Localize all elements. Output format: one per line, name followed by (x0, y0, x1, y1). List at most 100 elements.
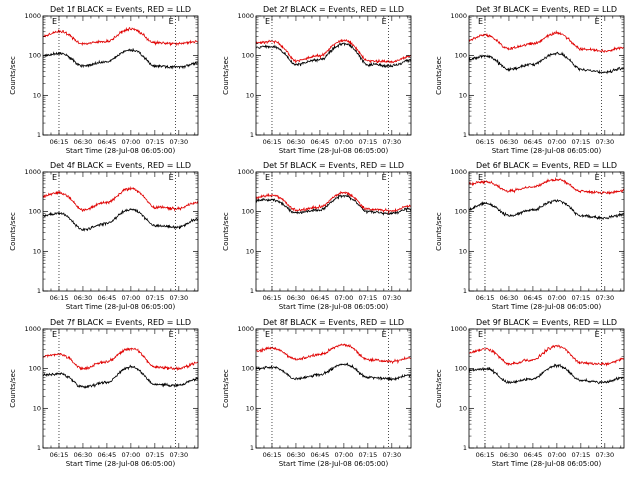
x-tick-label: 06:30 (287, 138, 306, 146)
series-line-events (255, 193, 412, 216)
y-axis-label: Counts/sec (9, 369, 17, 408)
x-tick-label: 07:15 (145, 294, 164, 302)
y-tick-label: 1 (250, 287, 254, 295)
x-tick-label: 07:15 (145, 138, 164, 146)
x-tick-label: 07:15 (571, 294, 590, 302)
x-tick-label: 06:15 (476, 451, 495, 459)
x-axis-label: Start Time (28-Jul-08 06:05:00) (279, 303, 389, 311)
y-tick-label: 100 (29, 208, 41, 216)
y-tick-label: 1000 (450, 325, 467, 333)
x-tick-label: 06:30 (500, 138, 519, 146)
x-tick-label: 07:00 (335, 451, 354, 459)
plot-frame (255, 328, 412, 449)
x-tick-label: 07:30 (169, 294, 188, 302)
y-tick-label: 1 (37, 131, 41, 139)
x-axis-label: Start Time (28-Jul-08 06:05:00) (279, 460, 389, 468)
y-tick-label: 1 (463, 287, 467, 295)
y-tick-label: 1 (463, 131, 467, 139)
x-axis-label: Start Time (28-Jul-08 06:05:00) (66, 147, 176, 155)
series-line-lld (468, 344, 625, 367)
x-tick-label: 07:30 (382, 451, 401, 459)
y-tick-label: 10 (459, 91, 467, 99)
x-tick-label: 06:15 (263, 138, 282, 146)
series-line-events (42, 207, 199, 232)
x-axis-label: Start Time (28-Jul-08 06:05:00) (492, 147, 602, 155)
x-tick-label: 06:30 (500, 294, 519, 302)
panel-det-2: Det 2f BLACK = Events, RED = LLD 1 10 100 10… (222, 5, 412, 155)
event-marker-label: E (265, 17, 270, 26)
event-marker-label: E (595, 17, 600, 26)
plot-frame (42, 15, 199, 136)
y-axis-label: Counts/sec (435, 369, 443, 408)
x-tick-label: 06:45 (524, 451, 543, 459)
y-tick-label: 100 (29, 52, 41, 60)
y-tick-label: 1 (37, 444, 41, 452)
y-tick-label: 10 (246, 247, 254, 255)
y-axis-label: Counts/sec (435, 56, 443, 95)
x-tick-label: 06:45 (311, 294, 330, 302)
panel-title: Det 7f BLACK = Events, RED = LLD (50, 318, 191, 327)
event-marker-label: E (478, 173, 483, 182)
event-marker-label: E (595, 173, 600, 182)
y-tick-label: 10 (33, 247, 41, 255)
event-marker-label: E (595, 330, 600, 339)
y-tick-label: 1 (250, 131, 254, 139)
x-tick-label: 07:00 (548, 138, 567, 146)
x-tick-label: 07:00 (335, 294, 354, 302)
x-tick-label: 06:30 (287, 451, 306, 459)
event-marker-label: E (169, 173, 174, 182)
x-tick-label: 06:30 (287, 294, 306, 302)
x-tick-label: 06:15 (50, 451, 69, 459)
panel-det-4: Det 4f BLACK = Events, RED = LLD 1 10 100 10… (9, 161, 199, 311)
plot-frame (468, 171, 625, 292)
x-tick-label: 07:15 (571, 138, 590, 146)
x-tick-label: 06:30 (74, 294, 93, 302)
x-tick-label: 07:00 (122, 451, 141, 459)
x-tick-label: 06:45 (524, 138, 543, 146)
series-line-lld (255, 38, 412, 64)
event-marker-label: E (382, 173, 387, 182)
event-marker-label: E (52, 330, 57, 339)
event-marker-label: E (478, 330, 483, 339)
event-marker-label: E (478, 17, 483, 26)
x-tick-label: 06:45 (311, 138, 330, 146)
y-tick-label: 1000 (24, 12, 41, 20)
series-line-events (468, 363, 625, 385)
series-line-events (42, 48, 199, 70)
x-tick-label: 06:30 (500, 451, 519, 459)
x-tick-label: 06:45 (98, 294, 117, 302)
event-marker-label: E (169, 330, 174, 339)
y-axis-label: Counts/sec (9, 212, 17, 251)
series-line-lld (255, 190, 412, 215)
x-tick-label: 07:00 (548, 451, 567, 459)
y-tick-label: 10 (33, 91, 41, 99)
x-tick-label: 06:45 (311, 451, 330, 459)
y-tick-label: 1 (463, 444, 467, 452)
series-line-lld (42, 347, 199, 372)
y-tick-label: 1000 (237, 12, 254, 20)
series-line-events (42, 364, 199, 389)
event-marker-label: E (52, 173, 57, 182)
y-tick-label: 1000 (237, 168, 254, 176)
series-line-lld (256, 343, 412, 365)
y-tick-label: 1000 (24, 168, 41, 176)
x-tick-label: 07:15 (358, 294, 377, 302)
x-tick-label: 07:15 (358, 451, 377, 459)
panel-title: Det 1f BLACK = Events, RED = LLD (50, 5, 191, 14)
panel-det-9: Det 9f BLACK = Events, RED = LLD 1 10 100 10… (435, 318, 625, 468)
y-tick-label: 1 (37, 287, 41, 295)
event-marker-label: E (382, 17, 387, 26)
panel-title: Det 6f BLACK = Events, RED = LLD (476, 161, 617, 170)
y-tick-label: 100 (242, 365, 254, 373)
y-axis-label: Counts/sec (9, 56, 17, 95)
y-tick-label: 100 (242, 208, 254, 216)
event-marker-label: E (265, 330, 270, 339)
x-tick-label: 07:30 (382, 294, 401, 302)
x-tick-label: 07:00 (122, 138, 141, 146)
y-tick-label: 1000 (237, 325, 254, 333)
event-marker-label: E (52, 17, 57, 26)
panel-title: Det 3f BLACK = Events, RED = LLD (476, 5, 617, 14)
y-tick-label: 10 (459, 404, 467, 412)
plot-frame (468, 15, 625, 136)
